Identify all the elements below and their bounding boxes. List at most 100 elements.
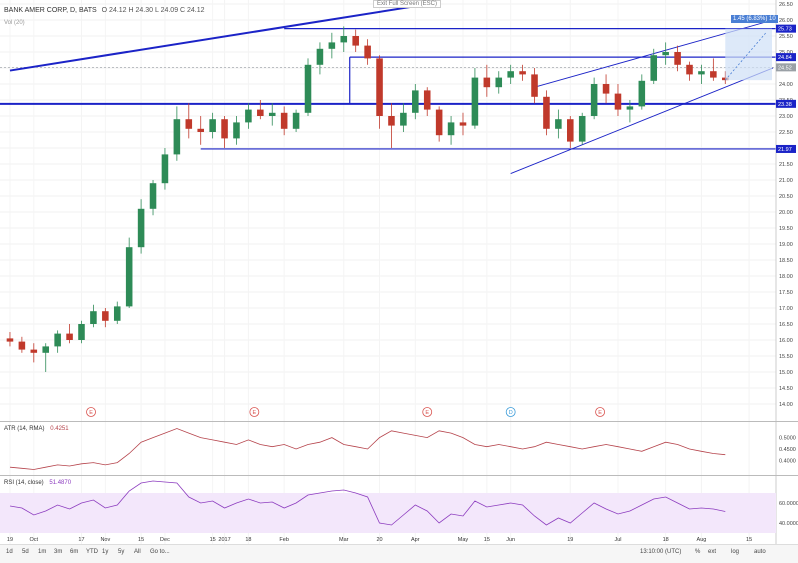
price-tag [776, 24, 796, 33]
toggle-percent[interactable]: % [695, 549, 701, 555]
event-label: E [89, 410, 93, 416]
horizontal-levels[interactable] [0, 28, 776, 150]
toggle-log[interactable]: log [731, 549, 740, 555]
time-tick-label: Feb [279, 537, 288, 543]
event-marker: E [86, 407, 96, 417]
atr-label[interactable]: ATR (14, RMA) 0.4251 [4, 426, 69, 432]
time-tick-label: 19 [7, 537, 13, 543]
candle-body [197, 128, 204, 132]
candle-body [447, 122, 455, 136]
candle-body [66, 333, 73, 340]
range-all[interactable]: All [134, 549, 141, 555]
price-tag-text: 24.52 [778, 65, 792, 71]
pane-tick: 0.4500 [779, 447, 796, 453]
event-label: D [509, 410, 513, 416]
range-1m[interactable]: 1m [38, 549, 47, 555]
price-tick-label: 15.50 [779, 354, 793, 360]
candle-body [376, 58, 383, 116]
candle-body [90, 311, 97, 324]
candle-body [674, 52, 681, 65]
candle-body [6, 338, 14, 342]
range-3m[interactable]: 3m [54, 549, 63, 555]
range-6m[interactable]: 6m [70, 549, 79, 555]
range-5d[interactable]: 5d [22, 549, 29, 555]
candle-body [471, 77, 479, 126]
toggle-auto[interactable]: auto [754, 549, 766, 555]
symbol-header: BANK AMER CORP, D, BATS O 24.12 H 24.30 … [4, 7, 205, 14]
measure-box[interactable] [724, 28, 772, 81]
price-tick-label: 21.00 [779, 178, 793, 184]
price-labels: 25.73 24.52 24.84 23.38 21.97 [776, 24, 796, 153]
candle-body [507, 71, 514, 78]
time-tick-label: Apr [411, 537, 420, 543]
candle-body [519, 71, 526, 75]
toggle-ext[interactable]: ext [708, 549, 717, 555]
price-tick-label: 21.50 [779, 162, 793, 168]
price-tag-text: 21.97 [778, 147, 792, 153]
price-tick-label: 18.00 [779, 274, 793, 280]
candle-body [18, 341, 26, 350]
candle-body [78, 324, 85, 340]
price-tick-label: 16.00 [779, 338, 793, 344]
time-tick-label: Aug [697, 537, 707, 543]
candle-body [280, 112, 288, 129]
candle-body [316, 48, 324, 65]
time-tick-label: 19 [567, 537, 573, 543]
time-tick-label: 15 [138, 537, 144, 543]
range-ytd[interactable]: YTD [86, 549, 98, 555]
price-tick-label: 20.50 [779, 194, 793, 200]
candle-body [423, 90, 431, 110]
candle-body [54, 333, 61, 347]
time-axis[interactable]: 19 Oct 17 Nov 15 Dec 15 2017 18 Feb Mar 20 Apr May 15 J… [7, 537, 752, 543]
price-tick-label: 15.00 [779, 370, 793, 376]
candle-body [257, 109, 264, 116]
rsi-band [0, 493, 776, 533]
price-tag-text: 23.38 [778, 102, 792, 108]
price-tick-label: 24.00 [779, 82, 793, 88]
rsi-label[interactable]: RSI (14, close) 51.4870 [4, 480, 71, 486]
time-tick-label: 18 [663, 537, 669, 543]
pane-divider-atr[interactable] [0, 421, 798, 422]
candle-body [221, 119, 228, 139]
event-marker: E [249, 407, 260, 417]
volume-label[interactable]: Vol (20) [4, 20, 25, 26]
price-tick-label: 23.00 [779, 114, 793, 120]
range-5y[interactable]: 5y [118, 549, 125, 555]
candle-body [173, 119, 181, 155]
price-tag [776, 53, 796, 62]
candle-body [590, 84, 598, 116]
candle-body [209, 119, 216, 132]
time-tick-label: Oct [30, 537, 39, 543]
event-circle [505, 407, 516, 417]
price-axis[interactable]: 26.5026.0025.5025.0024.5024.0023.5023.00… [775, 0, 793, 544]
symbol-title[interactable]: BANK AMER CORP, D, BATS [4, 7, 97, 14]
candle-body [650, 55, 658, 81]
candle-body [543, 96, 550, 129]
time-tick-label: 2017 [218, 537, 230, 543]
candle-body [268, 112, 276, 116]
time-tick-label: Dec [160, 537, 170, 543]
pane-divider-rsi[interactable] [0, 475, 798, 476]
price-tick-label: 22.50 [779, 130, 793, 136]
rsi-value: 51.4870 [49, 480, 72, 486]
exit-fullscreen-button[interactable]: Exit Full Screen (ESC) [373, 0, 442, 8]
range-goto[interactable]: Go to... [150, 549, 170, 555]
clock: 13:10:00 (UTC) [640, 549, 682, 555]
range-1d[interactable]: 1d [6, 549, 13, 555]
event-circle [86, 407, 96, 417]
candle-body [686, 64, 693, 75]
candle-body [710, 71, 717, 78]
price-tick-label: 16.50 [779, 322, 793, 328]
range-1y[interactable]: 1y [102, 549, 109, 555]
trendline [9, 1, 440, 72]
pane-tick: 0.5000 [779, 436, 796, 442]
price-tick-label: 17.00 [779, 306, 793, 312]
candle-body [304, 64, 312, 113]
candle-body [698, 71, 705, 75]
rsi-pane: 60.0000 40.0000 [0, 480, 798, 533]
candle-body [137, 208, 145, 248]
candle-body [531, 74, 538, 97]
event-circle [595, 407, 605, 417]
